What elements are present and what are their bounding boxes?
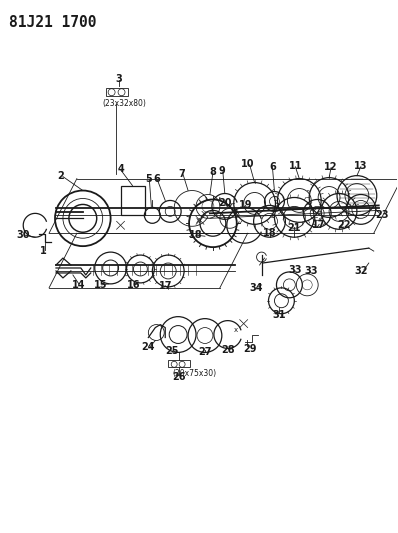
Text: 5: 5 [145, 174, 152, 183]
Text: 28: 28 [221, 345, 234, 356]
Text: 6: 6 [269, 161, 276, 172]
Text: 6: 6 [153, 174, 160, 183]
Text: (23x32x80): (23x32x80) [103, 99, 146, 108]
Text: 19: 19 [239, 200, 252, 211]
Text: 1: 1 [40, 246, 47, 256]
Text: 9: 9 [219, 166, 225, 176]
Text: 33: 33 [304, 266, 318, 276]
Text: 18: 18 [189, 230, 203, 240]
Text: 8: 8 [209, 167, 217, 176]
Text: 34: 34 [250, 283, 263, 293]
Text: 17: 17 [158, 281, 172, 291]
Text: 18: 18 [263, 228, 276, 238]
Text: 26: 26 [172, 372, 186, 382]
Text: 33: 33 [289, 265, 302, 275]
Text: 81J21 1700: 81J21 1700 [9, 15, 97, 30]
Bar [121, 185, 145, 215]
Text: 10: 10 [241, 159, 254, 169]
Text: (20x75x30): (20x75x30) [172, 369, 217, 378]
Text: x: x [196, 216, 200, 225]
Text: 4: 4 [117, 164, 124, 174]
Text: x: x [234, 327, 238, 333]
Text: 16: 16 [127, 280, 140, 290]
Bar [168, 360, 190, 367]
Text: 20: 20 [218, 198, 232, 208]
Text: 25: 25 [166, 346, 179, 357]
Text: 15: 15 [94, 280, 107, 290]
Text: 30: 30 [16, 230, 30, 240]
Text: 29: 29 [243, 344, 256, 354]
Text: 27: 27 [198, 348, 212, 358]
Text: 3: 3 [115, 74, 122, 84]
Text: 23: 23 [375, 211, 388, 220]
Text: 17: 17 [312, 220, 326, 230]
Text: 7: 7 [179, 168, 185, 179]
Bar [105, 88, 127, 96]
Text: 12: 12 [324, 161, 338, 172]
Text: 22: 22 [337, 220, 351, 230]
Text: 24: 24 [142, 342, 155, 352]
Text: 32: 32 [354, 266, 368, 276]
Text: 21: 21 [288, 223, 301, 233]
Text: 13: 13 [354, 161, 368, 171]
Text: 2: 2 [58, 171, 64, 181]
Text: 14: 14 [72, 280, 86, 290]
Text: 11: 11 [289, 161, 302, 171]
Text: 31: 31 [273, 310, 286, 320]
